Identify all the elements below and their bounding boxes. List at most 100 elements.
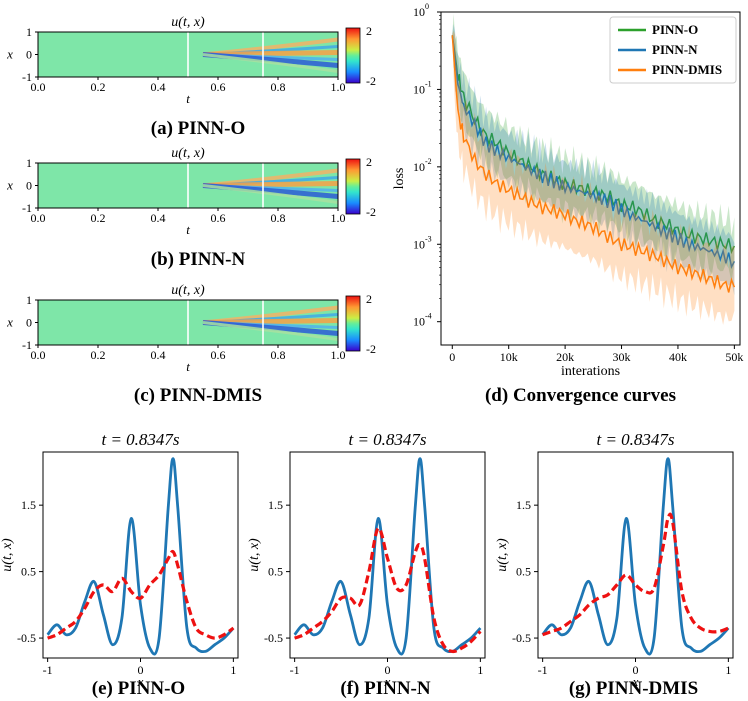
y-tick-label: 0 (26, 179, 32, 193)
x-tick-label: 1 (477, 663, 483, 677)
y-tick-label: 0.5 (516, 565, 531, 579)
x-tick-label: 20k (556, 350, 574, 364)
heatmap-title: u(t, x) (171, 15, 205, 30)
prediction-line (294, 526, 482, 654)
x-axis-label: x (632, 674, 639, 689)
x-tick-label: 40k (669, 350, 687, 364)
y-axis-label: x (6, 315, 13, 330)
panel-caption: (e) PINN-O (92, 678, 185, 699)
x-tick-label: 0.8 (271, 348, 286, 362)
x-tick-label: 0.2 (91, 348, 106, 362)
x-tick-label: 0.0 (31, 211, 46, 225)
y-tick-label: 1 (26, 293, 32, 307)
band-pinn-dmis (452, 30, 735, 325)
x-tick-label: 0.2 (91, 211, 106, 225)
band-pinn-o (452, 13, 735, 283)
colorbar-tick-label: -2 (366, 342, 376, 356)
x-tick-label: 0 (385, 663, 391, 677)
legend-label: PINN-N (652, 42, 698, 57)
heatmap-stripe (202, 184, 339, 204)
x-tick-label: 1 (230, 663, 236, 677)
y-tick-exponent: -2 (425, 157, 432, 166)
y-tick-exponent: 0 (425, 2, 429, 11)
y-tick-label: 0 (26, 316, 32, 330)
y-axis-label: u(t, x) (0, 538, 15, 572)
y-tick-label: 10 (413, 237, 425, 251)
profile-frame (42, 451, 239, 659)
colorbar-tick-label: -2 (366, 205, 376, 219)
profile-e: t = 0.8347s -1 0 1 x 1.5 0.5 -0.5 u(t, x) (e) PIN… (0, 430, 239, 699)
heatmap-title: u(t, x) (171, 146, 205, 161)
panel-caption: (f) PINN-N (340, 678, 431, 699)
x-tick-label: 0.4 (151, 80, 166, 94)
prediction-line (47, 549, 235, 640)
y-tick-label: -1 (22, 338, 32, 352)
x-tick-label: 0.0 (31, 348, 46, 362)
x-axis-label: t (186, 359, 190, 374)
profile-title: t = 0.8347s (348, 430, 426, 449)
panel-caption: (d) Convergence curves (485, 385, 676, 406)
series-line-pinn-dmis (451, 35, 736, 293)
x-tick-label: 0.6 (211, 211, 226, 225)
colorbar-tick-label: 2 (366, 24, 372, 38)
y-axis-label: loss (392, 168, 407, 190)
legend-label: PINN-O (652, 22, 698, 37)
x-axis-label: t (186, 91, 190, 106)
y-axis-label: u(t, x) (495, 538, 510, 572)
profile-panels: t = 0.8347s -1 0 1 x 1.5 0.5 -0.5 u(t, x) (e) PIN… (0, 430, 734, 699)
series-line-pinn-n (451, 35, 736, 270)
x-tick-label: -1 (538, 663, 548, 677)
x-tick-label: 0.8 (271, 80, 286, 94)
x-tick-label: 0.4 (151, 211, 166, 225)
y-tick-label: 0.5 (268, 565, 283, 579)
x-tick-label: -1 (43, 663, 53, 677)
y-tick-label: 1.5 (268, 498, 283, 512)
y-tick-label: 10 (413, 315, 425, 329)
profile-title: t = 0.8347s (596, 430, 674, 449)
y-tick-label: -0.5 (264, 631, 283, 645)
y-tick-label: -0.5 (512, 631, 531, 645)
x-tick-label: 0.4 (151, 348, 166, 362)
x-tick-label: 10k (500, 350, 518, 364)
panel-caption: (g) PINN-DMIS (569, 678, 698, 699)
x-tick-label: 0 (138, 663, 144, 677)
exact-solution-line (46, 457, 235, 656)
y-tick-label: 10 (413, 82, 425, 96)
heatmap-c: u(t, x) 0.0 0.2 0.4 0.6 0.8 1.0 t 1 0 -1 x 2 -2 (c) PI… (6, 283, 376, 406)
x-tick-label: 0.2 (91, 80, 106, 94)
x-tick-label: 0 (449, 350, 455, 364)
x-tick-label: -1 (290, 663, 300, 677)
y-tick-label: 1.5 (21, 498, 36, 512)
x-axis-label: x (137, 674, 144, 689)
legend-label: PINN-DMIS (652, 62, 722, 77)
y-tick-label: 1 (26, 156, 32, 170)
heatmap-b: u(t, x) 0.0 0.2 0.4 0.6 0.8 1.0 t 1 0 -1 x 2 -2 (b) PI… (6, 146, 376, 270)
y-tick-label: -0.5 (17, 631, 36, 645)
heatmap-panels: u(t, x) 0.0 0.2 0.4 0.6 0.8 1.0 t 1 0 -1 x 2 -2 (a) PI… (6, 15, 376, 406)
heatmap-title: u(t, x) (171, 283, 205, 298)
legend: PINN-O PINN-N PINN-DMIS (609, 16, 737, 84)
y-axis-label: u(t, x) (247, 538, 262, 572)
y-tick-label: 1.5 (516, 498, 531, 512)
x-tick-label: 0 (633, 663, 639, 677)
y-tick-label: 0 (26, 48, 32, 62)
x-axis-label: x (384, 674, 391, 689)
y-tick-exponent: -1 (425, 79, 432, 88)
y-tick-label: -1 (22, 201, 32, 215)
exact-solution-line (541, 457, 730, 656)
x-tick-label: 1 (725, 663, 731, 677)
x-tick-label: 1.0 (331, 80, 346, 94)
heatmap-stripe (202, 53, 339, 73)
heatmap-a: u(t, x) 0.0 0.2 0.4 0.6 0.8 1.0 t 1 0 -1 x 2 -2 (a) PI… (6, 15, 376, 139)
colorbar (345, 27, 361, 84)
legend-box (609, 16, 737, 84)
colorbar (345, 158, 361, 215)
x-tick-label: 0.0 (31, 80, 46, 94)
y-tick-label: -1 (22, 70, 32, 84)
y-tick-label: 10 (413, 160, 425, 174)
x-tick-label: 30k (613, 350, 631, 364)
panel-caption: (b) PINN-N (151, 249, 246, 270)
colorbar-tick-label: -2 (366, 74, 376, 88)
